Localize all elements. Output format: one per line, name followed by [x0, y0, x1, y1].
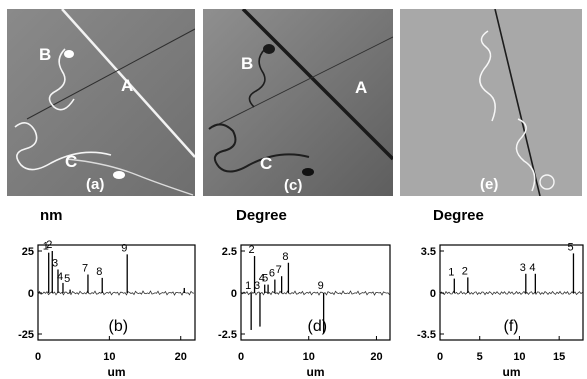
peak-label: 5 — [567, 241, 573, 253]
line-label-c: C — [260, 154, 273, 173]
y-tick-label: 2.5 — [222, 246, 237, 258]
baseline-trace — [240, 290, 390, 296]
line-label-b: B — [39, 45, 52, 64]
line-label-a: A — [121, 76, 134, 95]
y-tick-label: 0 — [430, 288, 436, 300]
peak-label: 5 — [262, 273, 268, 285]
peak-label: 9 — [318, 280, 324, 292]
x-tick-label: 5 — [477, 351, 483, 363]
y-tick-label: 0 — [231, 288, 237, 300]
peak-label: 2 — [462, 265, 468, 277]
x-tick-label: 10 — [513, 351, 525, 363]
x-tick-label: 20 — [370, 351, 382, 363]
x-tick-label: 0 — [238, 351, 244, 363]
peak-label: 1 — [448, 267, 454, 279]
panel-label: (b) — [109, 318, 129, 335]
panel-label-c: (c) — [284, 177, 303, 194]
afm-image-e-graphic — [400, 9, 582, 196]
unit-label: Degree — [433, 207, 484, 224]
x-tick-label: 20 — [175, 351, 187, 363]
x-tick-label: 15 — [553, 351, 565, 363]
y-tick-label: -2.5 — [218, 329, 237, 341]
y-tick-label: 0 — [28, 288, 34, 300]
peak-label: 1 — [43, 241, 49, 253]
y-tick-label: -3.5 — [417, 329, 436, 341]
afm-image-a: B A C (a) — [7, 9, 195, 196]
panel-label-e: (e) — [480, 176, 499, 193]
peak-label: 1 — [245, 280, 251, 292]
afm-image-c: B A C (c) — [203, 9, 393, 196]
profile-plot-f: Degree 3.5 0 -3.5 0 5 10 15 um 1 2 3 4 5 (f) — [395, 200, 587, 379]
unit-label: Degree — [236, 207, 287, 224]
x-tick-label: 10 — [303, 351, 315, 363]
peak-label: 2 — [46, 239, 52, 251]
x-axis-label: um — [503, 365, 521, 379]
peak-label: 3 — [520, 262, 526, 274]
peak-label: 8 — [282, 251, 288, 263]
panel-label-a: (a) — [86, 176, 105, 193]
x-tick-label: 0 — [35, 351, 41, 363]
peak-label: 6 — [269, 268, 275, 280]
panel-label: (d) — [308, 318, 328, 335]
peak-label: 5 — [64, 273, 70, 285]
line-label-b: B — [241, 54, 254, 73]
peak-label: 7 — [82, 263, 88, 275]
afm-image-e: (e) — [400, 9, 582, 196]
peak-label: 7 — [276, 264, 282, 276]
peak-label: 4 — [529, 262, 535, 274]
unit-label: nm — [40, 207, 63, 224]
x-tick-label: 10 — [103, 351, 115, 363]
peak-label: 4 — [259, 273, 265, 285]
line-label-a: A — [355, 78, 368, 97]
baseline-trace — [37, 290, 195, 296]
peak-label: 8 — [96, 266, 102, 278]
afm-image-c-graphic — [203, 9, 393, 196]
profile-plot-d: Degree 2.5 0 -2.5 0 10 20 um 1 2 3 4 5 6 7 8 9 (d) — [200, 200, 395, 379]
x-tick-label: 0 — [437, 351, 443, 363]
line-label-c: C — [65, 152, 78, 171]
peak-label: 2 — [249, 244, 255, 256]
x-axis-label: um — [108, 365, 126, 379]
y-tick-label: 3.5 — [421, 246, 436, 258]
x-axis-label: um — [307, 365, 325, 379]
peak-label: 3 — [254, 280, 260, 292]
baseline-trace — [439, 290, 583, 296]
y-tick-label: -25 — [18, 329, 34, 341]
afm-image-a-graphic — [7, 9, 195, 196]
peak-label: 9 — [121, 242, 127, 254]
panel-label: (f) — [504, 318, 519, 335]
peak-label: 3 — [52, 257, 58, 269]
profile-plot-b: nm 25 0 -25 0 10 20 um 1 2 3 4 5 7 8 9 (b) — [0, 200, 200, 379]
peak-label: 4 — [57, 271, 63, 283]
y-tick-label: 25 — [22, 246, 34, 258]
